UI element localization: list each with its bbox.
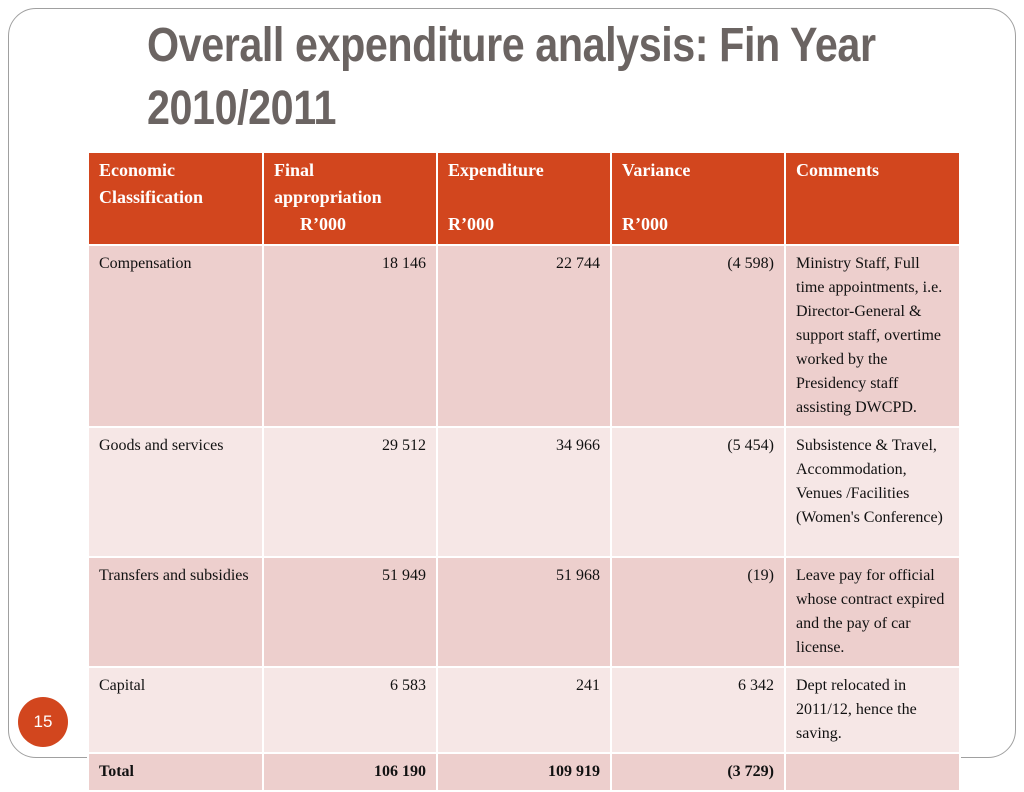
cell-expenditure: 22 744 [436,244,612,428]
header-spacer [622,184,774,211]
cell-final-appropriation: 6 583 [262,666,438,754]
header-final-appropriation: Final appropriation R’000 [262,151,438,246]
header-spacer [448,184,600,211]
cell-final-appropriation: 29 512 [262,426,438,558]
table-total-row: Total 106 190 109 919 (3 729) [87,752,961,792]
header-unit: R’000 [300,214,346,234]
cell-classification: Transfers and subsidies [87,556,264,668]
cell-comments: Dept relocated in 2011/12, hence the sav… [784,666,961,754]
table-header-row: Economic Classification Final appropriat… [87,151,961,246]
cell-comments: Subsistence & Travel, Accommodation, Ven… [784,426,961,558]
cell-comments: Leave pay for official whose contract ex… [784,556,961,668]
page-number: 15 [33,712,53,731]
header-text: Comments [796,160,879,180]
table-row: Capital 6 583 241 6 342 Dept relocated i… [87,666,961,754]
header-expenditure: Expenditure R’000 [436,151,612,246]
header-variance: Variance R’000 [610,151,786,246]
cell-expenditure: 34 966 [436,426,612,558]
expenditure-table: Economic Classification Final appropriat… [87,151,961,792]
table-row: Transfers and subsidies 51 949 51 968 (1… [87,556,961,668]
total-label: Total [87,752,264,792]
table-row: Goods and services 29 512 34 966 (5 454)… [87,426,961,558]
slide-title-line-1: Overall expenditure analysis: Fin Year [147,19,876,72]
page-number-badge: 15 [18,697,68,747]
slide-title: Overall expenditure analysis: Fin Year 2… [147,14,887,140]
total-comments [784,752,961,792]
cell-expenditure: 51 968 [436,556,612,668]
cell-comments: Ministry Staff, Full time appointments, … [784,244,961,428]
header-text: Variance [622,160,691,180]
cell-final-appropriation: 18 146 [262,244,438,428]
cell-classification: Goods and services [87,426,264,558]
header-unit: R’000 [622,214,668,234]
header-text: Classification [99,187,204,207]
cell-variance: (19) [610,556,786,668]
header-unit: R’000 [448,214,494,234]
cell-variance: 6 342 [610,666,786,754]
cell-classification: Compensation [87,244,264,428]
cell-variance: (5 454) [610,426,786,558]
cell-classification: Capital [87,666,264,754]
cell-variance: (4 598) [610,244,786,428]
slide-title-line-2: 2010/2011 [147,82,336,135]
header-text: appropriation [274,187,382,207]
header-comments: Comments [784,151,961,246]
total-final-appropriation: 106 190 [262,752,438,792]
header-economic-classification: Economic Classification [87,151,264,246]
header-text: Expenditure [448,160,544,180]
total-variance: (3 729) [610,752,786,792]
cell-expenditure: 241 [436,666,612,754]
header-text: Final [274,160,315,180]
cell-final-appropriation: 51 949 [262,556,438,668]
table-row: Compensation 18 146 22 744 (4 598) Minis… [87,244,961,428]
total-expenditure: 109 919 [436,752,612,792]
header-text: Economic [99,160,175,180]
